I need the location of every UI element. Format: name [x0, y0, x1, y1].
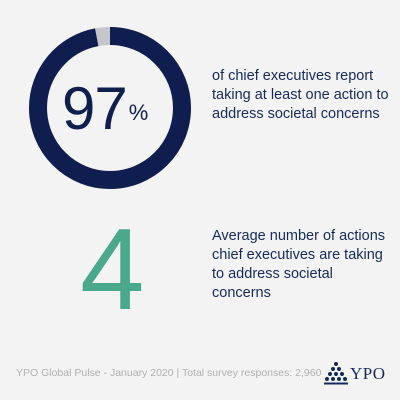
- stat-97-description: of chief executives report taking at lea…: [212, 68, 389, 122]
- ypo-logo-text: YPO: [350, 364, 386, 383]
- stat-4-value: 4: [80, 204, 145, 334]
- donut-arc-97-percent: [29, 27, 191, 189]
- stat-4-description: Average number of actions chief executiv…: [212, 228, 386, 301]
- stat-97-unit: %: [128, 100, 149, 125]
- ypo-logo: YPO: [322, 360, 392, 388]
- donut-chart: [29, 27, 191, 189]
- ypo-pyramid-icon: [324, 362, 348, 385]
- stat-97-percent: 97%: [62, 76, 172, 148]
- source-footer: YPO Global Pulse - January 2020 | Total …: [16, 367, 322, 379]
- stat-97-value: 97: [62, 75, 128, 142]
